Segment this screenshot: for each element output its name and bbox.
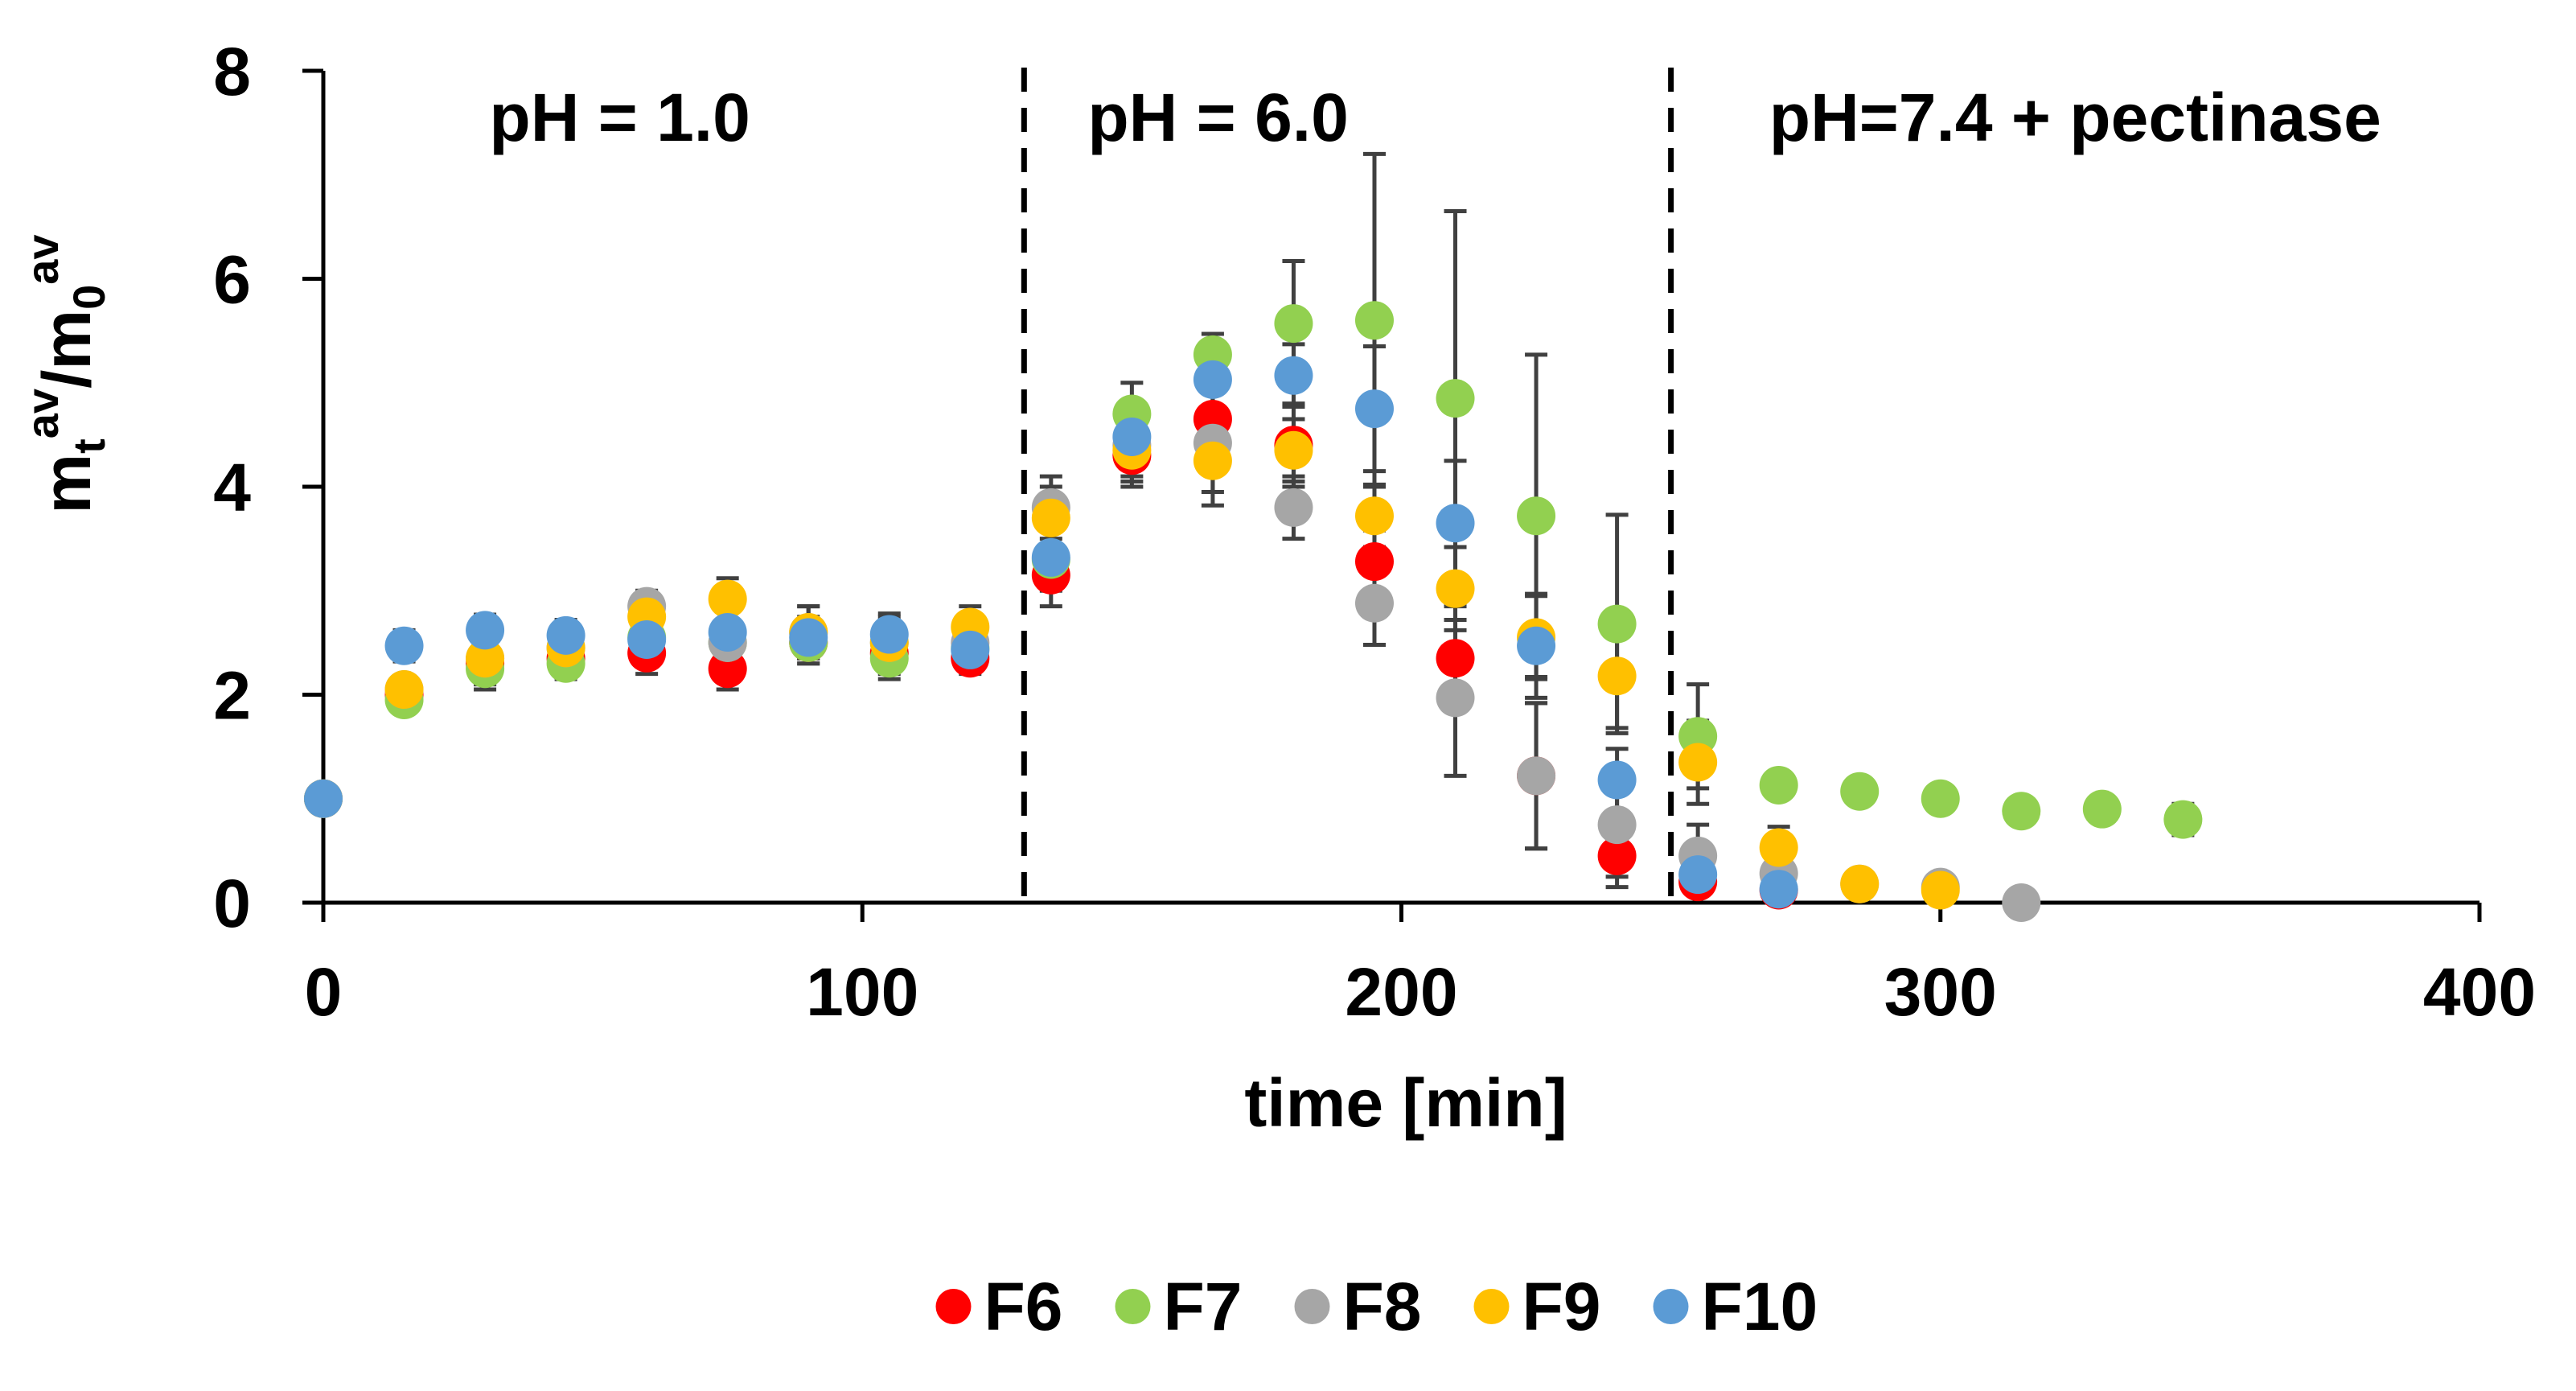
data-point-F7-225 — [1517, 496, 1556, 536]
x-tick-label-200: 200 — [1345, 954, 1457, 1030]
data-point-F9-240 — [1597, 656, 1637, 696]
data-point-F9-300 — [1921, 870, 1960, 910]
phase-layer: pH = 1.0 pH = 6.0 pH=7.4 + pectinase — [489, 68, 2381, 903]
data-point-F10-15 — [384, 626, 424, 665]
legend-marker-F9 — [1473, 1289, 1510, 1324]
data-point-F7-330 — [2082, 789, 2122, 829]
data-point-F7-210 — [1436, 379, 1475, 418]
data-point-F9-15 — [384, 670, 424, 710]
phase-label-1: pH = 1.0 — [489, 80, 750, 155]
data-point-F7-180 — [1274, 304, 1313, 344]
y-axis-title-sup-2: av — [17, 234, 68, 284]
axes-layer: 0 2 4 6 8 0 100 200 300 400 — [213, 34, 2536, 1030]
data-point-F10-150 — [1112, 417, 1152, 456]
legend-marker-F7 — [1115, 1289, 1151, 1324]
y-tick-label-4: 4 — [213, 450, 251, 525]
data-point-F6-240 — [1597, 836, 1637, 875]
legend-label-F6: F6 — [984, 1269, 1063, 1344]
data-point-F9-135 — [1031, 498, 1070, 537]
x-tick-label-100: 100 — [806, 954, 918, 1030]
data-point-F10-240 — [1597, 760, 1637, 800]
y-axis-title-base-2: m — [29, 310, 105, 370]
data-point-F8-225 — [1517, 756, 1556, 796]
data-point-F9-255 — [1678, 743, 1718, 782]
data-point-F9-165 — [1193, 441, 1232, 480]
data-point-F10-210 — [1436, 504, 1475, 543]
data-point-F9-270 — [1759, 828, 1798, 867]
data-point-F7-270 — [1759, 765, 1798, 805]
legend-item-F10: F10 — [1653, 1269, 1818, 1344]
data-point-F10-270 — [1759, 870, 1798, 909]
data-point-F8-195 — [1354, 583, 1394, 623]
phase-label-3: pH=7.4 + pectinase — [1769, 80, 2381, 155]
y-tick-label-2: 2 — [213, 658, 251, 734]
legend-label-F7: F7 — [1164, 1269, 1243, 1344]
legend-marker-F8 — [1294, 1289, 1330, 1324]
data-point-F9-30 — [466, 639, 505, 678]
y-axis-title: mtav/m0av — [17, 234, 114, 513]
data-point-F10-120 — [951, 630, 990, 669]
data-point-F8-210 — [1436, 678, 1475, 718]
data-point-F6-195 — [1354, 542, 1394, 582]
data-point-F7-345 — [2163, 800, 2203, 839]
data-point-F9-180 — [1274, 430, 1313, 470]
legend-item-F7: F7 — [1115, 1269, 1243, 1344]
data-point-F7-315 — [2002, 792, 2041, 831]
y-axis-title-base-1: m — [29, 454, 105, 514]
legend-label-F10: F10 — [1702, 1269, 1818, 1344]
data-point-F10-225 — [1517, 626, 1556, 665]
x-tick-label-400: 400 — [2423, 954, 2536, 1030]
x-tick-label-0: 0 — [305, 954, 343, 1030]
x-axis-title: time [min] — [1244, 1065, 1567, 1141]
data-point-F10-165 — [1193, 360, 1232, 399]
data-point-F10-75 — [708, 612, 747, 652]
legend-marker-F10 — [1653, 1289, 1689, 1324]
legend: F6 F7 F8 F9 F10 — [935, 1269, 1818, 1344]
data-point-F10-0 — [304, 779, 343, 818]
legend-label-F9: F9 — [1522, 1269, 1601, 1344]
data-point-F9-210 — [1436, 569, 1475, 608]
x-tick-label-300: 300 — [1884, 954, 1997, 1030]
data-point-F10-45 — [546, 615, 585, 655]
legend-item-F8: F8 — [1294, 1269, 1422, 1344]
y-axis-title-slash: / — [29, 370, 105, 389]
y-tick-label-6: 6 — [213, 242, 251, 318]
y-tick-label-0: 0 — [213, 866, 251, 941]
legend-item-F9: F9 — [1473, 1269, 1601, 1344]
phase-label-2: pH = 6.0 — [1087, 80, 1348, 155]
y-axis-title-sub-2: 0 — [64, 285, 114, 310]
data-point-F8-240 — [1597, 805, 1637, 845]
data-point-F10-180 — [1274, 356, 1313, 395]
data-point-F7-240 — [1597, 604, 1637, 644]
data-point-F9-75 — [708, 579, 747, 619]
data-point-F9-195 — [1354, 496, 1394, 536]
y-tick-label-8: 8 — [213, 34, 251, 109]
data-point-F10-90 — [789, 618, 828, 657]
y-axis-title-sub-1: t — [64, 438, 114, 454]
data-point-F10-60 — [627, 619, 667, 659]
legend-item-F6: F6 — [935, 1269, 1063, 1344]
data-point-F8-315 — [2002, 883, 2041, 922]
data-point-F7-300 — [1921, 779, 1960, 818]
data-point-F10-105 — [869, 615, 909, 654]
data-point-F6-210 — [1436, 639, 1475, 678]
data-point-F7-195 — [1354, 301, 1394, 340]
data-point-layer — [304, 301, 2203, 922]
data-point-F10-135 — [1031, 537, 1070, 577]
data-point-F7-285 — [1840, 772, 1880, 811]
data-point-F10-195 — [1354, 389, 1394, 429]
data-point-F8-180 — [1274, 488, 1313, 527]
data-point-F9-285 — [1840, 864, 1880, 903]
y-axis-title-sup-1: av — [17, 389, 68, 438]
data-point-F10-30 — [466, 611, 505, 650]
data-point-F10-255 — [1678, 855, 1718, 895]
legend-marker-F6 — [935, 1289, 972, 1324]
legend-label-F8: F8 — [1343, 1269, 1422, 1344]
